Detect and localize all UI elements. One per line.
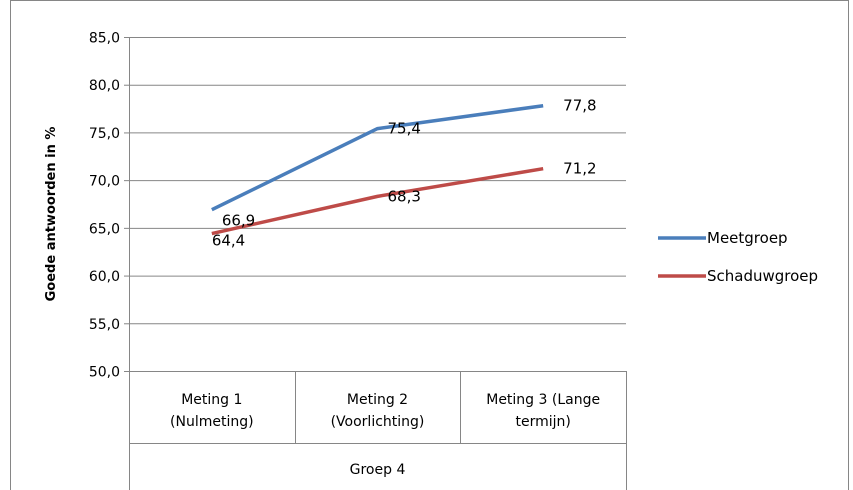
series-lines bbox=[211, 103, 544, 236]
y-tick-label: 70,0 bbox=[89, 174, 120, 190]
y-tick-label: 65,0 bbox=[89, 221, 120, 237]
chart-border bbox=[10, 0, 849, 490]
category-label: Meting 1 (Nulmeting) bbox=[170, 392, 254, 430]
legend: Meetgroep Schaduwgroep bbox=[658, 229, 818, 285]
data-label: 71,2 bbox=[563, 160, 596, 178]
group-label: Groep 4 bbox=[350, 462, 406, 478]
gridlines bbox=[129, 37, 626, 372]
y-axis-title: Goede antwoorden in % bbox=[44, 127, 59, 302]
data-label: 75,4 bbox=[388, 120, 421, 138]
series-line-schaduwgroep bbox=[211, 166, 544, 236]
data-label: 66,9 bbox=[222, 212, 255, 230]
y-tick-label: 50,0 bbox=[89, 365, 120, 381]
data-labels: 66,9 75,4 77,8 64,4 68,3 71,2 bbox=[212, 97, 597, 250]
series-line-meetgroep bbox=[211, 103, 544, 212]
category-label: Meting 3 (Lange termijn) bbox=[486, 392, 600, 430]
axes: 50,0 55,0 60,0 65,0 70,0 75,0 80,0 85,0 Meting 1… bbox=[89, 31, 627, 490]
data-label: 64,4 bbox=[212, 232, 245, 250]
category-label: Meting 2 (Voorlichting) bbox=[331, 392, 425, 430]
data-label: 68,3 bbox=[388, 187, 421, 205]
y-tick-label: 85,0 bbox=[89, 31, 120, 47]
y-tick-label: 75,0 bbox=[89, 126, 120, 142]
legend-label: Schaduwgroep bbox=[707, 267, 818, 285]
y-tick-label: 80,0 bbox=[89, 78, 120, 94]
y-tick-label: 55,0 bbox=[89, 317, 120, 333]
legend-label: Meetgroep bbox=[707, 229, 788, 247]
data-label: 77,8 bbox=[563, 97, 596, 115]
y-tick-label: 60,0 bbox=[89, 269, 120, 285]
